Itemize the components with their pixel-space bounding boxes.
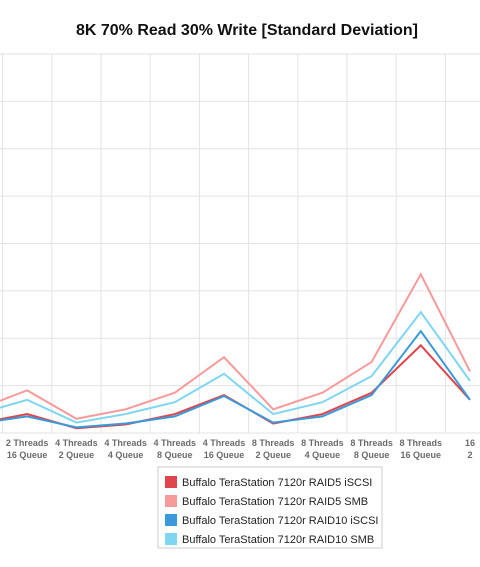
chart-title: 8K 70% Read 30% Write [Standard Deviatio… [76,22,418,39]
x-tick-label: 8 Threads [400,438,443,448]
legend-swatch [165,495,177,507]
legend-swatch [165,514,177,526]
x-tick-label: 4 Threads [154,438,197,448]
grid [0,53,480,434]
x-tick-label: 4 Queue [108,450,144,460]
legend: Buffalo TeraStation 7120r RAID5 iSCSI Buf… [157,466,383,549]
x-tick-label: 4 Threads [104,438,147,448]
legend-label: Buffalo TeraStation 7120r RAID10 SMB [182,534,374,546]
x-tick-label: 16 Queue [401,450,442,460]
x-tick-label: 4 Threads [203,438,246,448]
legend-label: Buffalo TeraStation 7120r RAID5 iSCSI [182,477,372,489]
x-tick-label: 16 Queue [204,450,245,460]
legend-label: Buffalo TeraStation 7120r RAID5 SMB [182,496,368,508]
legend-label: Buffalo TeraStation 7120r RAID10 iSCSI [182,515,379,527]
x-tick-label: 16 [465,438,475,448]
x-tick-label: 4 Queue [305,450,341,460]
legend-box [157,466,383,549]
series-line-2 [0,272,471,420]
x-tick-label: 8 Threads [252,438,295,448]
x-tick-label: 2 [467,450,472,460]
x-tick-label: 2 Threads [6,438,49,448]
x-tick-label: 8 Threads [301,438,344,448]
x-tick-label: 8 Queue [354,450,390,460]
legend-swatch [165,476,177,488]
x-tick-label: 2 Queue [255,450,291,460]
x-tick-label: 2 Queue [59,450,95,460]
series-line-3 [0,329,471,429]
x-tick-label: 8 Threads [350,438,393,448]
x-tick-label: 8 Queue [157,450,193,460]
series-line-4 [0,310,471,424]
x-tick-label: 16 Queue [7,450,48,460]
x-tick-label: 4 Threads [55,438,98,448]
plot-area [0,272,471,430]
legend-swatch [165,533,177,545]
